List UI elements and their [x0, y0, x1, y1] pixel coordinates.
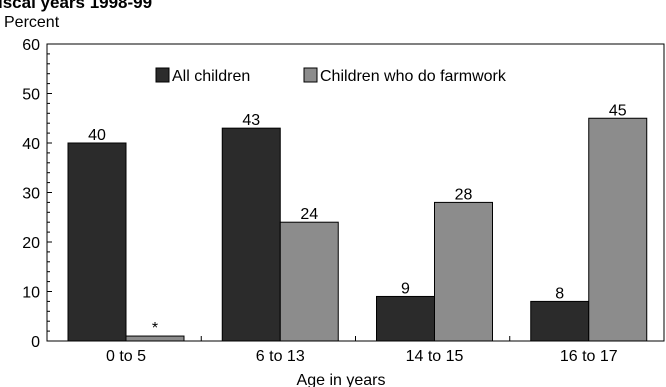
x-axis-label: Age in years — [297, 372, 386, 387]
data-label: * — [152, 320, 158, 337]
legend-swatch-all-children — [155, 67, 170, 83]
data-label: 40 — [88, 127, 106, 144]
x-tick-label: 16 to 17 — [560, 348, 618, 365]
legend-label-all-children: All children — [172, 68, 250, 85]
legend-label-farmwork: Children who do farmwork — [320, 68, 507, 85]
plot-area — [46, 43, 665, 342]
y-tick-label: 20 — [22, 235, 40, 252]
y-tick-label: 40 — [22, 136, 40, 153]
legend: All children Children who do farmwork — [155, 67, 507, 85]
data-label: 8 — [555, 285, 564, 302]
chart-title: iscal years 1998-99 — [0, 0, 152, 12]
bar — [434, 201, 493, 342]
y-axis-label: Percent — [4, 14, 60, 31]
data-label: 43 — [242, 112, 260, 129]
bar — [530, 300, 590, 342]
bar — [588, 117, 648, 342]
data-label: 24 — [300, 206, 318, 223]
bar — [279, 221, 339, 342]
y-tick-label: 30 — [22, 186, 40, 203]
x-tick-label: 0 to 5 — [106, 348, 146, 365]
y-axis: 0 10 20 30 40 50 60 — [22, 37, 52, 351]
bar — [67, 142, 127, 342]
legend-swatch-farmwork — [303, 67, 318, 83]
y-tick-label: 60 — [22, 37, 40, 54]
data-label: 45 — [609, 102, 627, 119]
y-tick-label: 50 — [22, 87, 40, 104]
x-axis: 0 to 5 6 to 13 14 to 15 16 to 17 — [106, 336, 618, 365]
data-label: 9 — [401, 280, 410, 297]
bar — [376, 295, 435, 342]
y-tick-label: 10 — [22, 285, 40, 302]
data-label: 28 — [455, 186, 473, 203]
bars — [67, 117, 648, 342]
x-tick-label: 6 to 13 — [256, 348, 305, 365]
y-tick-label: 0 — [31, 334, 40, 351]
data-labels: 40 * 43 24 9 28 8 45 — [88, 102, 627, 337]
x-tick-label: 14 to 15 — [406, 348, 464, 365]
bar — [125, 335, 185, 342]
bar — [221, 127, 281, 342]
